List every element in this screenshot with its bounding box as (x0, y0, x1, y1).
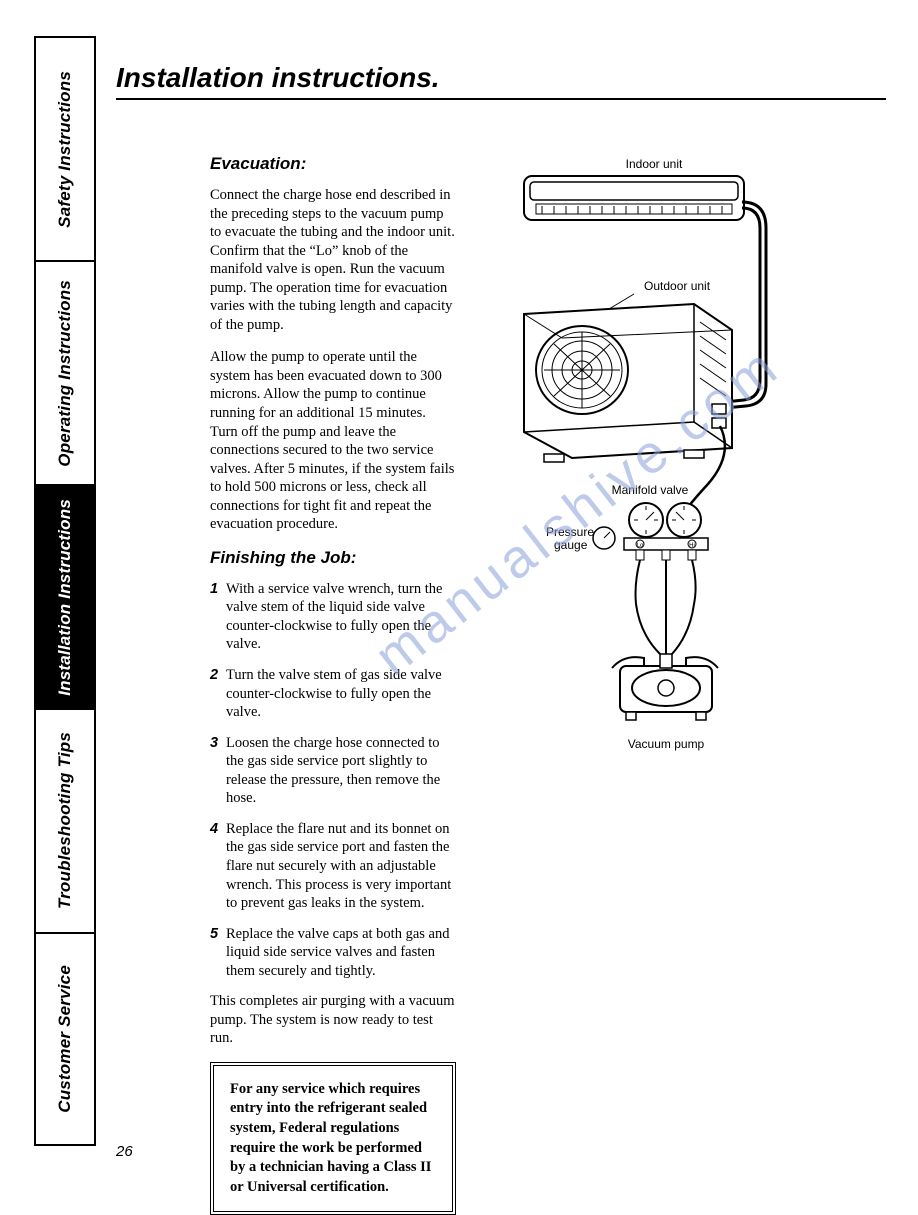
section-heading-finishing: Finishing the Job: (210, 548, 456, 568)
svg-text:Hi: Hi (689, 543, 695, 549)
step-item: 2Turn the valve stem of gas side valve c… (210, 666, 456, 722)
label-vacuum: Vacuum pump (628, 737, 705, 751)
section-tab-label: Operating Instructions (55, 280, 75, 467)
paragraph: Allow the pump to operate until the syst… (210, 348, 456, 533)
step-number: 3 (210, 734, 218, 753)
system-diagram: Indoor unit Outdoor unit (484, 154, 784, 774)
paragraph-closing: This completes air purging with a vacuum… (210, 992, 456, 1048)
indoor-unit-icon (524, 176, 744, 220)
section-heading-evacuation: Evacuation: (210, 154, 456, 174)
step-list: 1With a service valve wrench, turn the v… (210, 580, 456, 980)
section-tab[interactable]: Safety Instructions (36, 38, 94, 262)
step-item: 5Replace the valve caps at both gas and … (210, 925, 456, 981)
section-tab-label: Safety Instructions (55, 71, 75, 228)
step-number: 4 (210, 820, 218, 839)
outdoor-unit-icon (524, 304, 732, 462)
step-item: 3Loosen the charge hose connected to the… (210, 734, 456, 808)
main-content: Installation instructions. Evacuation: C… (116, 62, 886, 1215)
step-item: 1With a service valve wrench, turn the v… (210, 580, 456, 654)
section-tab[interactable]: Troubleshooting Tips (36, 710, 94, 934)
label-pressure: Pressure gauge (546, 525, 597, 552)
document-page: Safety Instructions Operating Instruction… (0, 0, 918, 1188)
section-tab[interactable]: Customer Service (36, 934, 94, 1144)
page-title: Installation instructions. (116, 62, 886, 100)
section-tab-label: Installation Instructions (55, 499, 75, 696)
section-tab-label: Troubleshooting Tips (55, 732, 75, 909)
manifold-valve-icon: Lo Hi (593, 503, 708, 560)
section-tab[interactable]: Installation Instructions (36, 486, 94, 710)
label-outdoor: Outdoor unit (644, 279, 711, 293)
step-item: 4Replace the flare nut and its bonnet on… (210, 820, 456, 913)
content-columns: Evacuation: Connect the charge hose end … (116, 154, 886, 1215)
label-manifold: Manifold valve (612, 483, 689, 497)
label-indoor: Indoor unit (626, 157, 683, 171)
step-number: 5 (210, 925, 218, 944)
vacuum-pump-icon (612, 654, 718, 720)
text-column: Evacuation: Connect the charge hose end … (116, 154, 456, 1215)
section-tab[interactable]: Operating Instructions (36, 262, 94, 486)
section-tab-label: Customer Service (55, 965, 75, 1113)
step-number: 2 (210, 666, 218, 685)
regulatory-notice-box: For any service which requires entry int… (210, 1062, 456, 1215)
page-number: 26 (116, 1143, 133, 1160)
section-tabs-sidebar: Safety Instructions Operating Instruction… (34, 36, 96, 1146)
paragraph: Connect the charge hose end described in… (210, 186, 456, 334)
svg-text:Lo: Lo (637, 543, 644, 549)
step-number: 1 (210, 580, 218, 599)
